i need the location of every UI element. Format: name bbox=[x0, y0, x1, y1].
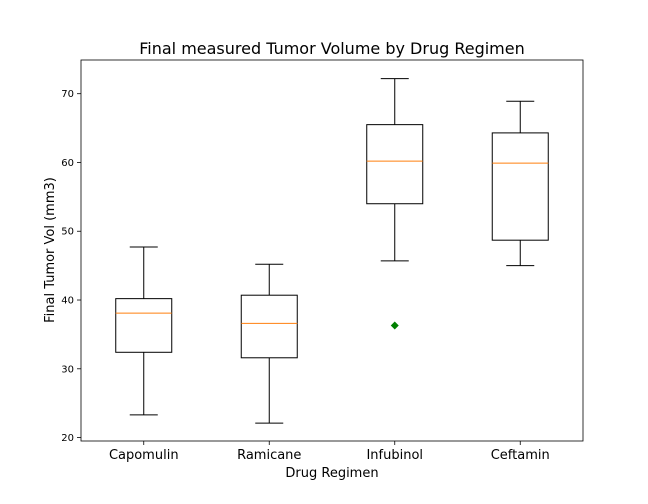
chart-title: Final measured Tumor Volume by Drug Regi… bbox=[139, 39, 525, 58]
outlier-point bbox=[390, 321, 399, 330]
y-tick-label: 70 bbox=[61, 89, 74, 100]
y-tick-label: 50 bbox=[61, 227, 74, 238]
iqr-box bbox=[240, 294, 298, 359]
iqr-box bbox=[366, 124, 424, 205]
y-tick-label: 20 bbox=[61, 433, 74, 444]
x-axis-label: Drug Regimen bbox=[285, 466, 378, 481]
x-tick-label: Ceftamin bbox=[491, 448, 550, 463]
iqr-box bbox=[491, 132, 549, 241]
y-tick-label: 40 bbox=[61, 296, 74, 307]
iqr-box bbox=[115, 298, 173, 353]
x-tick-label: Capomulin bbox=[109, 448, 179, 463]
plot-area: 20 30 40 50 60 70 Capomulin Ramicane Infubinol Ce… bbox=[61, 59, 584, 463]
y-tick-label: 60 bbox=[61, 158, 74, 169]
x-tick-label: Infubinol bbox=[366, 448, 423, 463]
y-axis-label: Final Tumor Vol (mm3) bbox=[43, 177, 58, 323]
y-tick-label: 30 bbox=[61, 364, 74, 375]
plot-frame bbox=[80, 59, 584, 442]
x-tick-label: Ramicane bbox=[237, 448, 301, 463]
